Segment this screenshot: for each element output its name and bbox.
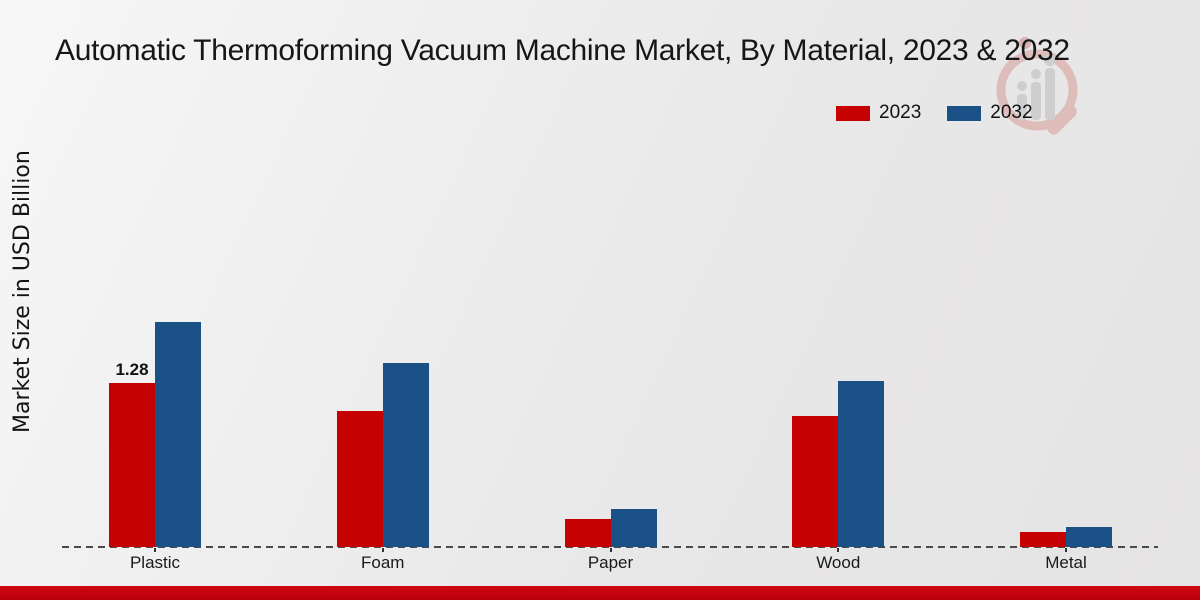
- bar-2032-plastic: [155, 322, 201, 547]
- bar-2023-plastic: [109, 383, 155, 547]
- x-tick-label-plastic: Plastic: [129, 553, 181, 572]
- legend-swatch-2023-icon: [836, 105, 870, 121]
- bar-2023-metal: [1020, 532, 1066, 547]
- legend: 2023 2032: [836, 102, 1033, 124]
- x-axis-tick-paper: [609, 548, 612, 552]
- x-axis-tick-plastic: [154, 548, 156, 552]
- bar-2032-foam: [382, 363, 429, 547]
- bar-2032-wood: [838, 381, 885, 547]
- x-axis-tick-wood: [837, 548, 840, 552]
- x-tick-label-paper: Paper: [587, 553, 634, 572]
- legend-item-2032: 2032: [947, 102, 1033, 124]
- legend-swatch-2032-icon: [947, 105, 982, 121]
- x-tick-label-wood: Wood: [816, 553, 861, 572]
- footer-brand-strip: [0, 586, 1200, 600]
- x-tick-label-foam: Foam: [361, 553, 405, 572]
- bar-2023-wood: [792, 416, 839, 547]
- bar-2032-paper: [610, 509, 657, 547]
- x-axis-tick-foam: [381, 548, 384, 552]
- watermark-logo-icon: [996, 37, 1078, 135]
- legend-label-2023: 2023: [879, 102, 922, 123]
- bar-2032-metal: [1066, 527, 1112, 547]
- legend-item-2023: 2023: [836, 102, 921, 124]
- bar-value-label: 1.28: [115, 360, 149, 380]
- legend-label-2032: 2032: [990, 102, 1033, 123]
- chart-title: Automatic Thermoforming Vacuum Machine M…: [55, 34, 1070, 67]
- bar-2023-foam: [336, 411, 383, 547]
- x-axis-baseline: [62, 546, 1158, 548]
- x-tick-label-metal: Metal: [1045, 553, 1087, 572]
- x-axis-tick-metal: [1065, 548, 1067, 552]
- bar-2023-paper: [564, 519, 611, 547]
